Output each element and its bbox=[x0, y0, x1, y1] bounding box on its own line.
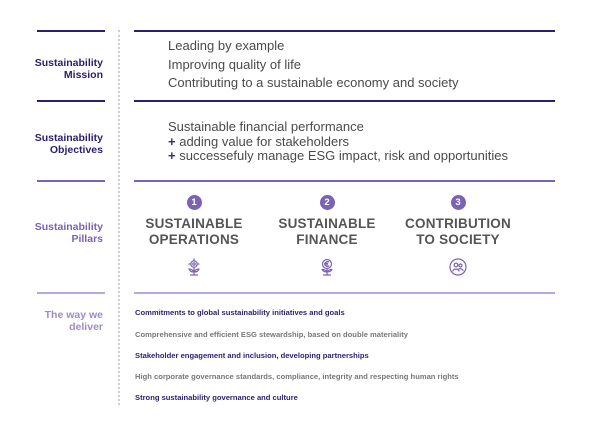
pillar-finance: 2 SUSTAINABLE FINANCE bbox=[262, 195, 392, 277]
pillars-left-divider bbox=[37, 180, 105, 182]
deliver-label: The way we deliver bbox=[18, 309, 103, 333]
objectives-top-divider bbox=[134, 100, 555, 102]
deliver-item: Comprehensive and efficient ESG stewards… bbox=[135, 330, 409, 339]
mission-line: Leading by example bbox=[168, 38, 285, 53]
objectives-label: Sustainability Objectives bbox=[18, 132, 103, 156]
deliver-left-divider bbox=[37, 292, 105, 294]
deliver-top-divider bbox=[134, 292, 555, 294]
deliver-item: High corporate governance standards, com… bbox=[135, 372, 459, 381]
objectives-line: Sustainable financial performance bbox=[168, 119, 364, 134]
pillar-society: 3 CONTRIBUTION TO SOCIETY bbox=[393, 195, 523, 277]
pillar-number-badge: 3 bbox=[450, 195, 466, 210]
objectives-label-text: Sustainability Objectives bbox=[34, 132, 103, 156]
mission-label: Sustainability Mission bbox=[18, 57, 103, 81]
pillar-number-badge: 2 bbox=[319, 195, 335, 210]
objectives-line: + successefuly manage ESG impact, risk a… bbox=[168, 148, 508, 164]
plus-bullet: + bbox=[168, 133, 176, 149]
pillars-label-text: Sustainability Pillars bbox=[34, 221, 103, 245]
objectives-line-text: adding value for stakeholders bbox=[179, 133, 350, 149]
objectives-lines: Sustainable financial performance + addi… bbox=[168, 119, 508, 164]
objectives-line: + adding value for stakeholders bbox=[168, 133, 508, 150]
pillar-operations: 1 SUSTAINABLE OPERATIONS bbox=[129, 195, 259, 277]
mission-line: Improving quality of life bbox=[168, 56, 301, 72]
dotted-separator bbox=[118, 30, 120, 405]
plant-gear-icon bbox=[188, 258, 200, 276]
mission-top-divider bbox=[134, 30, 555, 32]
mission-label-text: Sustainability Mission bbox=[34, 57, 103, 81]
plus-bullet: + bbox=[168, 148, 176, 163]
pillars-top-divider bbox=[134, 180, 555, 182]
deliver-item: Commitments to global sustainability ini… bbox=[135, 308, 345, 317]
objectives-line-text: successefuly manage ESG impact, risk and… bbox=[179, 148, 508, 163]
mission-line: Contributing to a sustainable economy an… bbox=[168, 75, 459, 90]
community-icon bbox=[449, 258, 467, 276]
deliver-label-text: The way we deliver bbox=[44, 309, 103, 333]
pillar-number-badge: 1 bbox=[186, 195, 202, 210]
mission-left-divider bbox=[37, 30, 105, 32]
objectives-left-divider bbox=[37, 100, 105, 102]
pillars-label: Sustainability Pillars bbox=[18, 221, 103, 245]
pillar-name: SUSTAINABLE FINANCE bbox=[278, 216, 376, 247]
pillar-name: SUSTAINABLE OPERATIONS bbox=[145, 216, 243, 247]
deliver-item: Strong sustainability governance and cul… bbox=[135, 393, 298, 402]
pillar-name: CONTRIBUTION TO SOCIETY bbox=[405, 216, 511, 247]
mission-lines: Leading by example Improving quality of … bbox=[168, 37, 459, 93]
plant-euro-icon bbox=[321, 258, 333, 276]
deliver-item: Stakeholder engagement and inclusion, de… bbox=[135, 351, 369, 360]
